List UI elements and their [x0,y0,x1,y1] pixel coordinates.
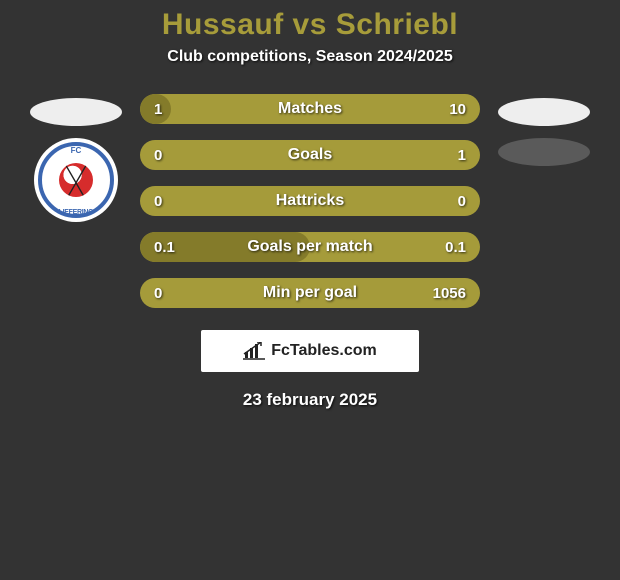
metric-bar: 0.1Goals per match0.1 [140,232,480,262]
metric-bar: 0Goals1 [140,140,480,170]
metric-value-left: 0 [140,285,200,302]
date-line: 23 february 2025 [243,390,377,410]
bar-chart-icon [243,342,265,360]
compare-area: FC LIEFERING 1Matches100Goals10Hattricks… [0,94,620,308]
metric-value-left: 1 [140,101,200,118]
metric-value-left: 0.1 [140,239,200,256]
left-column: FC LIEFERING [30,94,122,222]
title: Hussauf vs Schriebl [162,8,458,42]
player-a-photo-placeholder [30,98,122,126]
metric-bar: 1Matches10 [140,94,480,124]
metric-bar: 0Hattricks0 [140,186,480,216]
title-vs: vs [293,8,327,41]
metric-value-left: 0 [140,193,200,210]
club-badge-bottom-text: LIEFERING [34,209,118,216]
brand-label: FcTables.com [271,342,377,360]
metric-value-left: 0 [140,147,200,164]
metric-bar: 0Min per goal1056 [140,278,480,308]
player-b-club-placeholder [498,138,590,166]
club-badge-top-text: FC [34,146,118,155]
player-b-name: Schriebl [336,8,458,41]
metric-label: Goals per match [200,238,420,256]
metric-value-right: 10 [420,101,480,118]
metric-value-right: 1056 [420,285,480,302]
right-column [498,94,590,166]
player-a-club-badge: FC LIEFERING [34,138,118,222]
metric-label: Matches [200,100,420,118]
metric-value-right: 0 [420,193,480,210]
metric-label: Goals [200,146,420,164]
metric-label: Min per goal [200,284,420,302]
metric-value-right: 1 [420,147,480,164]
player-b-photo-placeholder [498,98,590,126]
ball-icon [59,163,93,197]
metric-value-right: 0.1 [420,239,480,256]
metrics-bars: 1Matches100Goals10Hattricks00.1Goals per… [140,94,480,308]
subtitle: Club competitions, Season 2024/2025 [167,48,452,66]
widget-root: Hussauf vs Schriebl Club competitions, S… [0,0,620,410]
brand-box[interactable]: FcTables.com [201,330,419,372]
metric-label: Hattricks [200,192,420,210]
player-a-name: Hussauf [162,8,284,41]
